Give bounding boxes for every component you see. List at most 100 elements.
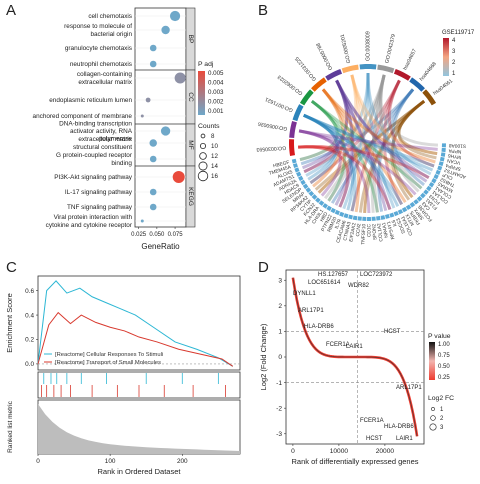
term-label: collagen-containing extracellular matrix	[77, 71, 133, 86]
y-tick-label: 0.0	[25, 361, 34, 368]
ranked-fold-change-plot: -3 -2 -1 0 1 2 3 0 10000 20000 Rank of differentia…	[259, 269, 454, 466]
gene-segment	[315, 197, 321, 203]
gene-segment	[435, 169, 441, 176]
count-legend-dot	[200, 133, 206, 139]
chord-ribbon	[317, 99, 426, 194]
chord-ribbon	[378, 74, 423, 190]
y-tick-label: -3	[276, 431, 282, 438]
gene-segment	[441, 143, 446, 148]
gene-label: ARL17P1	[396, 385, 422, 391]
term-label: PI3K-Akt signaling pathway	[54, 174, 133, 181]
chord-ribbon	[397, 99, 438, 156]
term-label: TNF signaling pathway	[67, 204, 133, 211]
legend-label: [Reactome] Transport of Small Molecules	[55, 360, 161, 366]
gene-segment	[305, 187, 312, 193]
gene-segment	[300, 179, 306, 186]
gene-segment	[322, 203, 328, 209]
chord-legend-tick: 4	[452, 38, 456, 44]
gene-label: CILP	[442, 171, 454, 181]
gene-segment	[371, 216, 376, 221]
logfc-legend-label: 2	[440, 416, 444, 422]
go-kegg-dotplot: BP cell chemotaxis response to molecule of…	[33, 7, 224, 251]
gene-segment	[420, 192, 426, 199]
dot	[149, 44, 157, 52]
x-tick-label: 100	[105, 458, 116, 465]
gene-segment	[409, 201, 416, 208]
gene-segment	[438, 161, 444, 167]
x-tick-label: 10000	[330, 448, 349, 455]
x-tick-label: 20000	[376, 448, 395, 455]
dot	[140, 219, 144, 223]
gene-segment	[441, 147, 446, 153]
chord-ribbon	[327, 74, 386, 202]
go-term-label: GO:0030593	[256, 144, 286, 152]
count-legend-dot	[199, 142, 207, 150]
chord-ribbon	[298, 145, 430, 180]
gene-label: LOC651614	[308, 280, 341, 286]
chord-ribbon	[366, 72, 396, 209]
go-term-label: GO:0062023	[277, 74, 305, 97]
chord-ribbon	[391, 88, 425, 187]
x-tick-label: 0.075	[168, 232, 184, 238]
chord-ribbon	[303, 113, 355, 211]
gene-label: COL1A2	[376, 222, 384, 241]
chord-ribbon	[376, 88, 415, 212]
gene-label: CCN2	[355, 223, 362, 237]
dot	[149, 139, 157, 147]
es-frame	[37, 275, 241, 371]
chord-ribbon	[303, 113, 434, 172]
gene-label: LAIR1	[346, 344, 363, 350]
gene-label: TNFSF10	[360, 223, 367, 244]
chord-ribbon	[303, 113, 340, 185]
gene-segment	[416, 196, 423, 202]
logfc-legend-dot	[429, 423, 437, 431]
term-label: IL-17 signaling pathway	[65, 189, 133, 196]
metric-area	[38, 404, 240, 454]
chord-ribbon	[342, 72, 370, 210]
chord-ribbon	[321, 88, 407, 204]
gene-label: HBEGF	[273, 160, 291, 170]
go-term-label: GO:0005201	[340, 33, 353, 63]
logfc-legend-label: 3	[440, 425, 444, 431]
logfc-legend-dot	[430, 415, 436, 421]
go-term-label: GO:0042379	[384, 34, 397, 64]
chord-ribbon	[366, 72, 432, 176]
chord-ribbon	[314, 99, 426, 191]
chord-ribbon	[378, 74, 420, 193]
chord-ribbon	[317, 74, 358, 194]
chord-ribbon	[350, 74, 414, 199]
go-term-label: hsa04668	[419, 61, 438, 82]
y-tick-label: 0.6	[25, 288, 34, 295]
term-label: anchored component of membrane	[33, 113, 133, 120]
padj-legend-title: P adj	[198, 61, 214, 68]
go-segment	[341, 64, 359, 74]
go-segment	[393, 69, 411, 81]
chord-ribbon	[310, 99, 423, 190]
padj-tick-label: 0.003	[208, 89, 224, 96]
y-axis-title: Log2 (Fold Change)	[259, 323, 268, 390]
gene-label: LAIR1	[396, 436, 413, 442]
chord-ribbon	[298, 145, 337, 174]
term-label: G protein-coupled receptor binding	[56, 152, 133, 167]
padj-tick-label: 0.001	[208, 108, 224, 115]
x-axis-title: Rank in Ordered Dataset	[98, 467, 182, 476]
chord-ribbon	[303, 79, 349, 174]
gene-label: HLA-DRB6	[304, 324, 334, 330]
pvalue-tick-label: 1.00	[438, 342, 450, 348]
padj-tick-label: 0.004	[208, 80, 224, 87]
gene-label: IL7R	[334, 218, 343, 230]
chord-ribbon	[379, 74, 439, 147]
padj-colorbar	[198, 71, 205, 115]
gene-segment	[298, 175, 304, 182]
go-segment	[299, 89, 314, 106]
go-segment	[359, 64, 377, 70]
chord-ribbon	[335, 79, 428, 183]
gene-segment	[384, 214, 390, 219]
gene-label: CA3	[421, 200, 432, 211]
chord-ribbon	[300, 88, 415, 166]
gene-label: S100A8	[449, 142, 467, 149]
facet-label: BP	[187, 35, 194, 44]
chord-ribbon	[321, 88, 436, 164]
y-tick-label: 2	[278, 303, 282, 310]
gsea-plot: 0.0 0.2 0.4 0.6 Enrichment Score [Reactome] C…	[5, 275, 241, 476]
